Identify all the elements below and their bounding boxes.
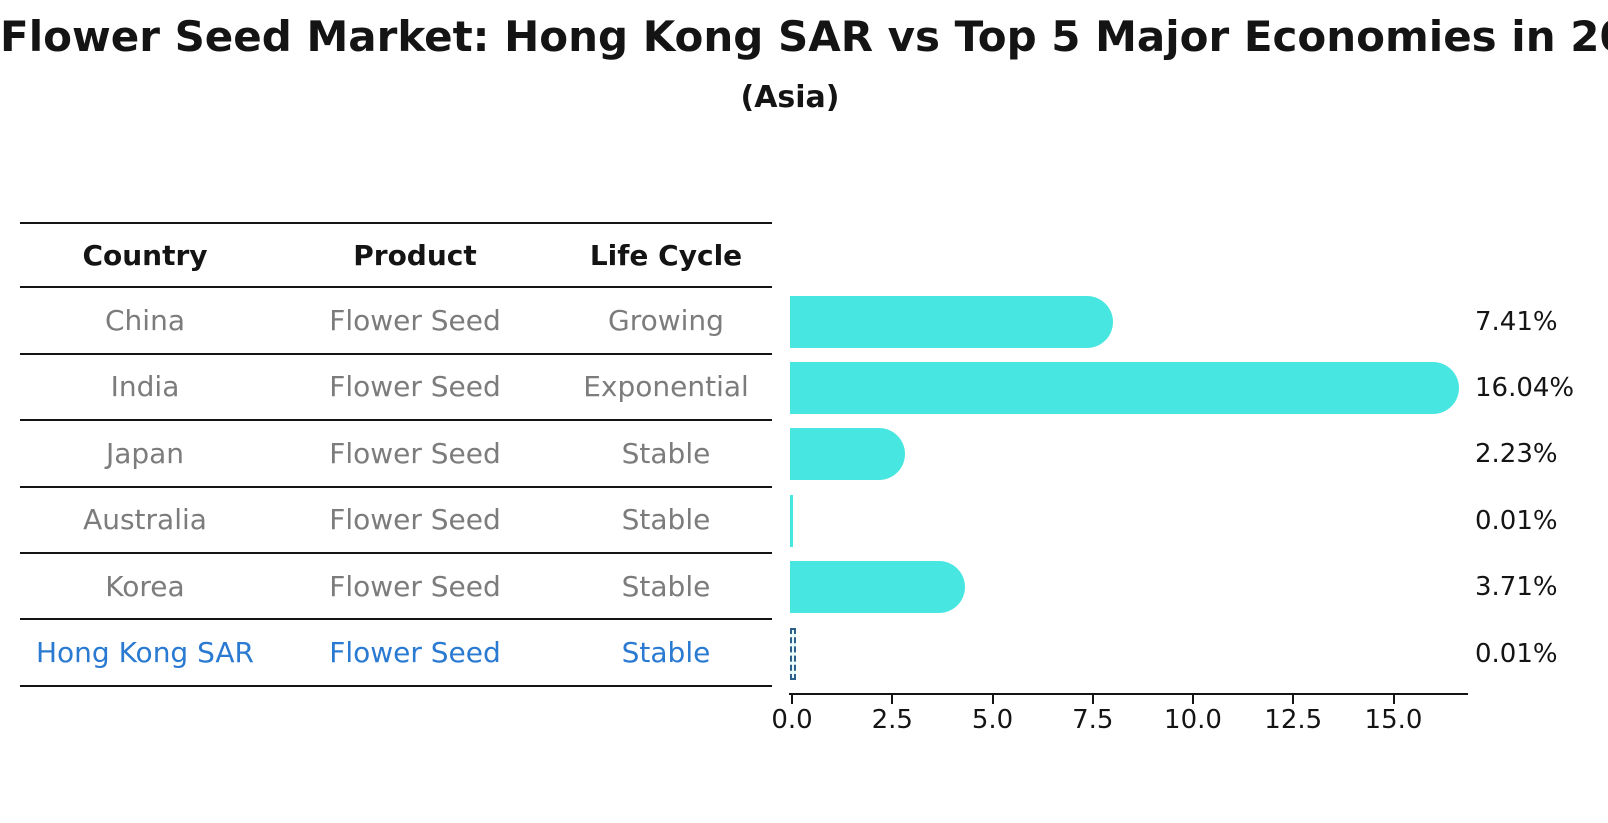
x-tick-mark — [891, 695, 894, 704]
value-label-china: 7.41% — [1475, 306, 1558, 337]
table-cell-life-cycle: Stable — [621, 636, 711, 670]
table-cell-life-cycle: Growing — [608, 304, 724, 338]
table-cell-country: Hong Kong SAR — [35, 636, 255, 670]
bar-india — [790, 362, 1460, 414]
table-cell-country: Korea — [105, 569, 185, 603]
table-cell-life-cycle: Stable — [621, 436, 711, 470]
x-tick-label: 2.5 — [871, 705, 913, 735]
bar-australia — [790, 494, 793, 547]
table-row: Hong Kong SAR Flower Seed Stable — [20, 620, 772, 687]
value-label-japan: 2.23% — [1475, 439, 1558, 470]
bar-korea — [790, 561, 965, 614]
table-header-row: Country Product Life Cycle — [20, 222, 772, 289]
table-cell-country: Australia — [83, 503, 207, 537]
column-header-country: Country — [82, 238, 208, 272]
value-label-india: 16.04% — [1475, 373, 1575, 403]
column-header-product: Product — [353, 238, 477, 272]
table-cell-product: Flower Seed — [329, 569, 501, 603]
table-cell-life-cycle: Stable — [621, 503, 711, 537]
x-tick-mark — [1292, 695, 1295, 704]
x-tick-label: 7.5 — [1072, 705, 1114, 735]
country-table: Country Product Life Cycle China Flower … — [20, 222, 772, 687]
table-cell-country: Japan — [105, 436, 185, 470]
value-label-hong-kong-sar: 0.01% — [1475, 638, 1558, 669]
chart-subtitle: (Asia) — [740, 80, 840, 115]
table-cell-product: Flower Seed — [329, 304, 501, 338]
x-tick-mark — [991, 695, 994, 704]
x-axis-spine — [789, 693, 1468, 695]
x-tick-mark — [1192, 695, 1194, 704]
x-tick-mark — [1392, 695, 1395, 704]
table-cell-life-cycle: Exponential — [583, 370, 749, 404]
x-tick-label: 15.0 — [1364, 705, 1423, 735]
table-cell-product: Flower Seed — [329, 436, 501, 470]
x-tick-mark — [1091, 695, 1094, 704]
bar-china — [790, 295, 1114, 348]
table-body: China Flower Seed Growing India Flower S… — [20, 288, 772, 687]
chart-title: Flower Seed Market: Hong Kong SAR vs Top… — [0, 12, 1608, 61]
table-row: China Flower Seed Growing — [20, 288, 772, 355]
table-cell-country: India — [110, 370, 180, 404]
table-cell-product: Flower Seed — [329, 370, 501, 404]
table-cell-product: Flower Seed — [329, 503, 501, 537]
x-tick-label: 0.0 — [771, 705, 813, 735]
table-cell-country: China — [105, 304, 185, 338]
x-tick-label: 5.0 — [971, 705, 1014, 735]
value-label-korea: 3.71% — [1475, 572, 1558, 603]
value-label-australia: 0.01% — [1475, 505, 1558, 536]
table-row: Korea Flower Seed Stable — [20, 554, 772, 621]
table-row: Australia Flower Seed Stable — [20, 488, 772, 554]
bar-hong-kong-sar — [790, 627, 796, 680]
table-row: India Flower Seed Exponential — [20, 355, 772, 422]
table-cell-life-cycle: Stable — [621, 569, 711, 603]
x-tick-mark — [791, 695, 793, 704]
column-header-life-cycle: Life Cycle — [589, 238, 743, 272]
table-cell-product: Flower Seed — [329, 636, 501, 670]
x-tick-label: 10.0 — [1164, 705, 1222, 735]
x-tick-label: 12.5 — [1264, 705, 1323, 735]
table-row: Japan Flower Seed Stable — [20, 421, 772, 488]
bar-japan — [790, 428, 906, 481]
